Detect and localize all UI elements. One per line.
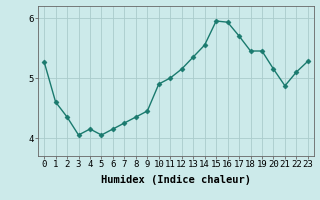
X-axis label: Humidex (Indice chaleur): Humidex (Indice chaleur) xyxy=(101,175,251,185)
